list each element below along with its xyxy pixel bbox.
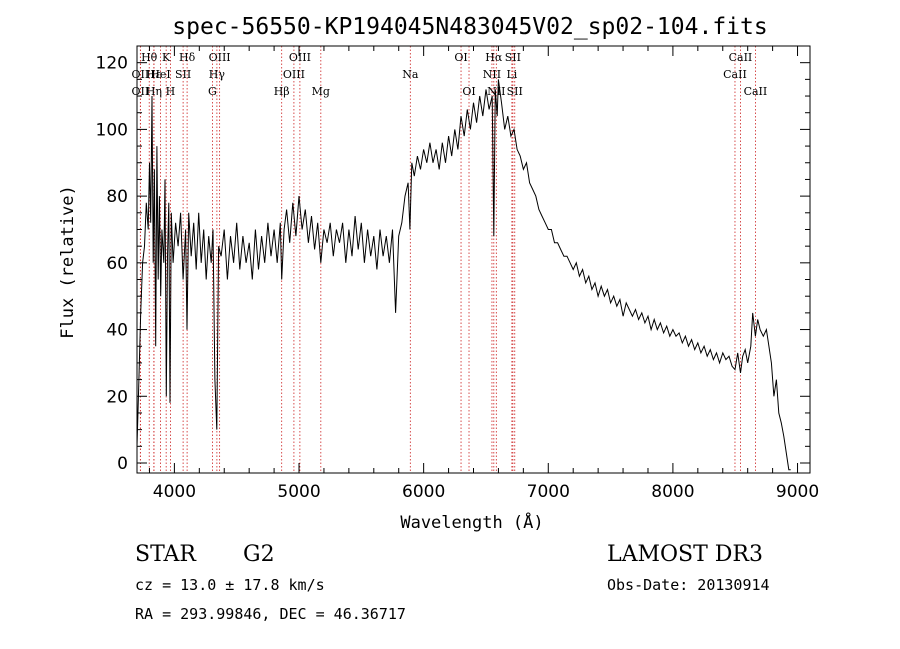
y-tick-label: 40 xyxy=(106,321,128,341)
spectral-line-label: Hε xyxy=(146,68,162,81)
chart-title: spec-56550-KP194045N483045V02_sp02-104.f… xyxy=(172,14,767,40)
spectral-line-label: OIII xyxy=(289,51,311,64)
spectral-line-label: CaII xyxy=(729,51,753,64)
spectral-line-label: OIII xyxy=(283,68,305,81)
observation-date: Obs-Date: 20130914 xyxy=(607,576,770,594)
y-tick-label: 60 xyxy=(106,254,128,274)
x-tick-label: 4000 xyxy=(153,482,196,502)
spectral-line-label: Li xyxy=(506,68,517,81)
x-tick-label: 9000 xyxy=(776,482,819,502)
spectral-line-label: OII xyxy=(132,68,150,81)
spectral-line-label: Hγ xyxy=(209,68,226,81)
y-axis-label: Flux (relative) xyxy=(58,185,78,339)
spectral-line-label: SII xyxy=(505,51,521,64)
spectral-line-label: OI xyxy=(454,51,467,64)
x-axis-label: Wavelength (Å) xyxy=(400,511,543,533)
spectral-line-label: NII xyxy=(483,68,501,81)
spectral-line-markers xyxy=(139,46,756,473)
spectral-line-label: K xyxy=(162,51,171,64)
x-tick-label: 5000 xyxy=(277,482,320,502)
survey-name: LAMOST DR3 xyxy=(607,542,763,567)
spectral-line-label: Mg xyxy=(312,85,330,98)
axis-ticks: 4000 5000 6000 7000 8000 9000 0 20 40 60 80 100 120 xyxy=(96,46,819,502)
spectral-line-label: OII xyxy=(132,85,150,98)
spectral-line-label: Hδ xyxy=(179,51,196,64)
object-subclass: G2 xyxy=(243,542,275,567)
y-tick-label: 20 xyxy=(106,387,128,407)
spectral-line-label: CaII xyxy=(723,68,747,81)
spectral-line-label: HeI xyxy=(150,68,170,81)
y-tick-label: 120 xyxy=(96,54,128,74)
spectral-line-label: SII xyxy=(507,85,523,98)
spectral-line-label: Hη xyxy=(146,85,162,98)
spectral-line-label: Hθ xyxy=(141,51,158,64)
x-tick-label: 8000 xyxy=(651,482,694,502)
plot-frame xyxy=(136,45,811,474)
y-tick-label: 80 xyxy=(106,187,128,207)
flux-series-line xyxy=(136,79,791,471)
spectral-line-label: H xyxy=(166,85,176,98)
spectral-line-label: G xyxy=(208,85,217,98)
redshift-cz: cz = 13.0 ± 17.8 km/s xyxy=(135,576,325,594)
spectral-line-label: OI xyxy=(462,85,475,98)
x-tick-label: 7000 xyxy=(527,482,570,502)
object-type: STAR xyxy=(135,542,197,567)
coordinates: RA = 293.99846, DEC = 46.36717 xyxy=(135,605,406,623)
spectral-line-label: SII xyxy=(175,68,191,81)
x-tick-label: 6000 xyxy=(402,482,445,502)
spectral-line-label: CaII xyxy=(744,85,768,98)
y-tick-label: 100 xyxy=(96,120,128,140)
spectral-line-label: OIII xyxy=(209,51,231,64)
spectral-line-label: Hα xyxy=(485,51,503,64)
spectral-line-label: Hβ xyxy=(274,85,290,98)
spectral-line-label: NII xyxy=(487,85,505,98)
y-tick-label: 0 xyxy=(117,454,128,474)
spectral-line-label: Na xyxy=(402,68,419,81)
